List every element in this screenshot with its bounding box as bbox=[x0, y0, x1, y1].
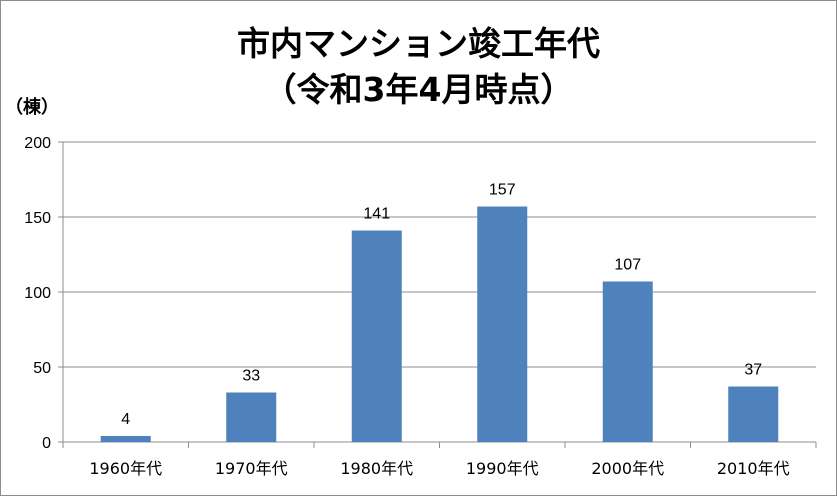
axes bbox=[62, 142, 817, 448]
y-tick-label: 200 bbox=[24, 135, 51, 152]
x-category-label: 1960年代 bbox=[89, 459, 162, 478]
y-tick-label: 50 bbox=[33, 360, 51, 377]
bar-2000年代 bbox=[602, 281, 653, 442]
bars bbox=[100, 206, 779, 442]
bar-1980年代 bbox=[351, 230, 402, 442]
chart-title: 市内マンション竣工年代 bbox=[237, 24, 600, 63]
data-label: 37 bbox=[744, 362, 762, 379]
data-label: 4 bbox=[121, 411, 130, 428]
chart-subtitle: （令和3年4月時点） bbox=[263, 70, 574, 109]
y-tick-label: 150 bbox=[24, 210, 51, 227]
gridlines bbox=[58, 141, 816, 443]
labels: 0 50 100 150 200 4 1960年代 33 1970年代 141 1980年代 157 1… bbox=[24, 135, 789, 478]
y-axis-unit-label: （棟） bbox=[5, 97, 59, 118]
x-category-label: 1970年代 bbox=[215, 459, 288, 478]
data-label: 33 bbox=[242, 368, 260, 385]
x-category-label: 2000年代 bbox=[591, 459, 664, 478]
data-label: 107 bbox=[614, 257, 641, 274]
bar-1990年代 bbox=[477, 206, 528, 442]
y-tick-label: 0 bbox=[42, 435, 51, 452]
x-category-label: 1990年代 bbox=[466, 459, 539, 478]
bar-1970年代 bbox=[226, 392, 277, 442]
y-tick-label: 100 bbox=[24, 285, 51, 302]
data-label: 141 bbox=[363, 206, 390, 223]
x-category-label: 1980年代 bbox=[340, 459, 413, 478]
x-category-label: 2010年代 bbox=[717, 459, 790, 478]
bar-2010年代 bbox=[728, 386, 779, 442]
bar-1960年代 bbox=[100, 436, 151, 442]
data-label: 157 bbox=[489, 182, 516, 199]
